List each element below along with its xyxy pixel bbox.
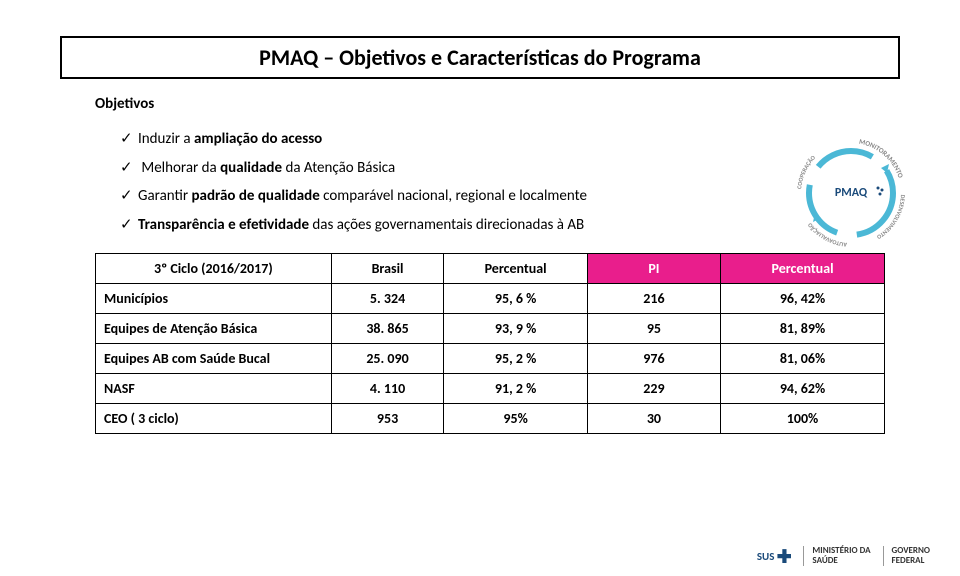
row-label: Equipes AB com Saúde Bucal: [96, 344, 332, 374]
gov-l2: FEDERAL: [892, 555, 925, 566]
cell-pct1: 95%: [444, 404, 587, 434]
bullet-bold: padrão de qualidade: [191, 187, 319, 205]
table-row: NASF 4. 110 91, 2 % 229 94, 62%: [96, 374, 885, 404]
table-header-row: 3º Ciclo (2016/2017) Brasil Percentual P…: [96, 254, 885, 284]
cell-brasil: 25. 090: [331, 344, 444, 374]
cell-pct2: 100%: [721, 404, 885, 434]
row-label: CEO ( 3 ciclo): [96, 404, 332, 434]
bullet-bold: qualidade: [220, 159, 282, 177]
col-header-pi: PI: [587, 254, 720, 284]
cell-pi: 229: [587, 374, 720, 404]
cell-pct2: 96, 42%: [721, 284, 885, 314]
bullet-bold: ampliação do acesso: [194, 130, 322, 148]
table-body: Municípios 5. 324 95, 6 % 216 96, 42% Eq…: [96, 284, 885, 434]
min-l2: SAÚDE: [812, 555, 837, 566]
cell-brasil: 953: [331, 404, 444, 434]
cell-brasil: 38. 865: [331, 314, 444, 344]
sus-text: SUS: [757, 550, 775, 563]
ministerio-logo: MINISTÉRIO DA SAÚDE: [803, 546, 870, 566]
page-title: PMAQ – Objetivos e Características do Pr…: [162, 44, 798, 71]
cell-pct1: 95, 2 %: [444, 344, 587, 374]
check-icon: ✓: [120, 125, 138, 154]
sus-logo: SUS: [757, 549, 792, 563]
check-icon: ✓: [120, 211, 138, 240]
cross-icon: [777, 549, 791, 563]
title-bar: PMAQ – Objetivos e Características do Pr…: [60, 36, 900, 79]
cell-pct1: 91, 2 %: [444, 374, 587, 404]
cell-pct2: 94, 62%: [721, 374, 885, 404]
svg-text:COOPERAÇÃO: COOPERAÇÃO: [795, 154, 817, 190]
bullet-pre: Melhorar da: [138, 159, 220, 177]
row-label: Municípios: [96, 284, 332, 314]
data-table: 3º Ciclo (2016/2017) Brasil Percentual P…: [95, 253, 885, 434]
col-header-cycle: 3º Ciclo (2016/2017): [96, 254, 332, 284]
cell-pi: 95: [587, 314, 720, 344]
table-row: Municípios 5. 324 95, 6 % 216 96, 42%: [96, 284, 885, 314]
bullet-post: da Atenção Básica: [282, 159, 395, 177]
cell-pi: 976: [587, 344, 720, 374]
cell-brasil: 4. 110: [331, 374, 444, 404]
cell-pct1: 93, 9 %: [444, 314, 587, 344]
row-label: Equipes de Atenção Básica: [96, 314, 332, 344]
cell-pct2: 81, 06%: [721, 344, 885, 374]
governo-logo: GOVERNO FEDERAL: [883, 546, 930, 566]
bullet-post: das ações governamentais direcionadas à …: [309, 216, 584, 234]
bullet-pre: Induzir a: [138, 130, 194, 148]
svg-text:PMAQ: PMAQ: [835, 186, 868, 200]
row-label: NASF: [96, 374, 332, 404]
cell-pi: 216: [587, 284, 720, 314]
svg-text:MONITORAMENTO: MONITORAMENTO: [858, 137, 905, 180]
table-row: CEO ( 3 ciclo) 953 95% 30 100%: [96, 404, 885, 434]
cell-pi: 30: [587, 404, 720, 434]
table-row: Equipes de Atenção Básica 38. 865 93, 9 …: [96, 314, 885, 344]
pmaq-logo: MONITORAMENTO DESENVOLVIMENTO AUTOAVALIA…: [786, 128, 916, 258]
footer-logos: SUS MINISTÉRIO DA SAÚDE GOVERNO FEDERAL: [757, 546, 930, 566]
objectives-heading: Objetivos: [95, 95, 960, 113]
bullet-pre: Garantir: [138, 187, 191, 205]
bullet-bold: Transparência e efetividade: [138, 216, 309, 234]
bullet-post: comparável nacional, regional e localmen…: [320, 187, 587, 205]
table-row: Equipes AB com Saúde Bucal 25. 090 95, 2…: [96, 344, 885, 374]
check-icon: ✓: [120, 182, 138, 211]
cell-pct1: 95, 6 %: [444, 284, 587, 314]
cell-pct2: 81, 89%: [721, 314, 885, 344]
col-header-pct1: Percentual: [444, 254, 587, 284]
cell-brasil: 5. 324: [331, 284, 444, 314]
check-icon: ✓: [120, 154, 138, 183]
col-header-brasil: Brasil: [331, 254, 444, 284]
